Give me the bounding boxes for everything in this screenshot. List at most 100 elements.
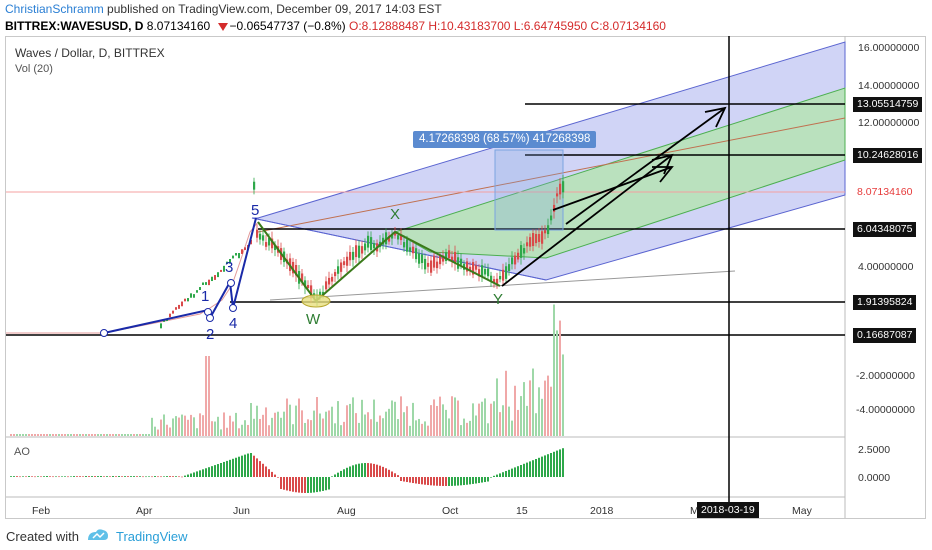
volume-bar <box>79 434 81 436</box>
volume-bar <box>358 422 360 436</box>
candle <box>271 238 274 249</box>
candle <box>529 237 532 247</box>
volume-bar <box>370 419 372 436</box>
candle <box>535 233 538 244</box>
volume-bar <box>316 397 318 436</box>
ao-bar <box>358 463 360 477</box>
publish-info: ChristianSchramm published on TradingVie… <box>5 2 442 16</box>
volume-bar <box>151 417 153 436</box>
candle <box>211 276 213 282</box>
author-link[interactable]: ChristianSchramm <box>5 2 104 16</box>
volume-bar <box>400 396 402 436</box>
ao-bar <box>163 476 165 477</box>
ao-bar <box>253 455 255 477</box>
ao-bar <box>262 463 264 477</box>
volume-bar <box>550 386 552 436</box>
wave-node[interactable] <box>229 304 237 312</box>
ao-label: AO <box>14 446 30 458</box>
volume-bar <box>253 418 255 436</box>
volume-bar <box>205 356 207 436</box>
ao-bar <box>433 477 435 486</box>
volume-bar <box>250 402 252 436</box>
ao-bar <box>148 476 150 478</box>
volume-bar <box>94 434 96 436</box>
candle <box>514 255 517 265</box>
candle <box>235 253 237 256</box>
ao-bar <box>310 477 312 493</box>
candle <box>328 277 331 285</box>
candle <box>229 259 231 264</box>
volume-bar <box>466 422 468 436</box>
tradingview-brand-link[interactable]: TradingView <box>116 529 188 544</box>
wave-node[interactable] <box>100 329 108 337</box>
candle <box>502 269 505 281</box>
candle <box>184 298 186 302</box>
ao-bar <box>550 453 552 477</box>
wave-node[interactable] <box>227 279 235 287</box>
ao-bar <box>73 476 75 477</box>
ao-bar <box>286 477 288 491</box>
elliott-impulse <box>103 217 257 334</box>
ao-bar <box>382 466 384 477</box>
candle <box>169 313 171 318</box>
ao-bar <box>526 462 528 477</box>
volume-bar <box>34 434 36 436</box>
candle <box>472 262 475 275</box>
ao-bar <box>349 466 351 477</box>
volume-bar <box>163 414 165 436</box>
time-axis-label: Jun <box>233 505 250 517</box>
candle <box>181 301 183 307</box>
candle <box>160 323 162 329</box>
ao-bar <box>487 477 489 482</box>
ao-bar <box>205 468 207 477</box>
volume-bar <box>508 406 510 436</box>
candle <box>391 234 394 239</box>
ao-bar <box>214 465 216 477</box>
candle <box>523 248 526 254</box>
ao-bar <box>406 477 408 483</box>
ao-bar <box>469 477 471 485</box>
volume-bar <box>157 429 159 436</box>
volume-bar <box>436 405 438 436</box>
time-axis-label: Apr <box>136 505 153 517</box>
ao-bar <box>241 455 243 477</box>
volume-bar <box>502 405 504 436</box>
ao-bar <box>175 476 177 477</box>
symbol-name: BITTREX:WAVESUSD, D <box>5 19 144 33</box>
candle <box>553 204 556 212</box>
volume-bar <box>112 434 114 436</box>
candle <box>202 282 204 285</box>
ao-bar <box>145 476 147 478</box>
candle <box>397 235 400 240</box>
price-change: −0.06547737 (−0.8%) <box>229 19 346 33</box>
volume-bar <box>280 417 282 436</box>
candle <box>163 319 165 322</box>
volume-bar <box>397 419 399 436</box>
volume-bar <box>217 416 219 436</box>
down-arrow-icon <box>217 22 228 31</box>
volume-bar <box>22 434 24 436</box>
candle <box>232 255 234 259</box>
candles <box>160 174 565 329</box>
candle <box>310 285 313 299</box>
ao-bar <box>91 476 93 477</box>
tradingview-logo-icon[interactable] <box>86 526 110 544</box>
volume-bar <box>394 401 396 436</box>
volume-bar <box>193 417 195 436</box>
ao-bar <box>301 477 303 493</box>
volume-bar <box>88 434 90 436</box>
volume-bar <box>553 304 555 436</box>
wave-node[interactable] <box>206 314 214 322</box>
ao-bar <box>430 477 432 486</box>
ao-bar <box>271 471 273 477</box>
ao-bar <box>202 469 204 477</box>
time-axis-label: Aug <box>337 505 356 517</box>
ao-bar <box>58 476 60 478</box>
candle <box>259 233 262 240</box>
volume-bar <box>220 429 222 436</box>
volume-bar <box>226 427 228 436</box>
volume-bar <box>457 400 459 436</box>
candle <box>409 247 412 252</box>
volume-bar <box>484 398 486 436</box>
